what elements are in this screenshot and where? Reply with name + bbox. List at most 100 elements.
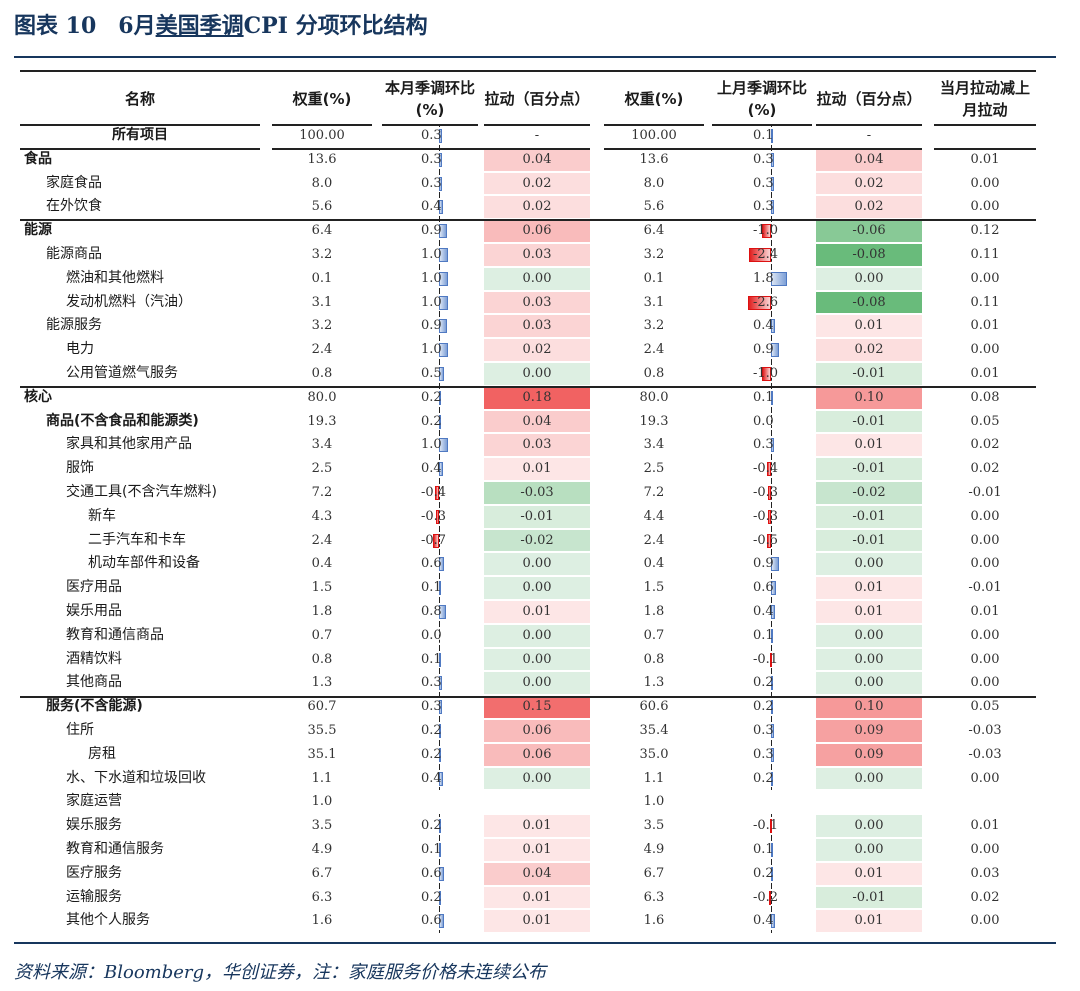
diff-value: 0.11 — [970, 247, 1000, 262]
row-name: 机动车部件和设备 — [88, 555, 200, 572]
prev-weight-value: 2.4 — [643, 532, 665, 548]
row-name: 交通工具(不含汽车燃料) — [66, 484, 217, 500]
row-name: 电力 — [66, 341, 94, 358]
diff-value: 0.11 — [970, 294, 1000, 310]
diff-value: 0.01 — [970, 318, 1000, 334]
cur-weight-value: 3.4 — [311, 437, 333, 453]
cur-pull-value: 0.01 — [522, 818, 552, 834]
cur-pull-fill — [484, 482, 590, 504]
cur-mom-value: 0.4 — [421, 461, 442, 477]
prev-pull-value: -0.01 — [852, 366, 886, 381]
prev-mom-value: 0.0 — [753, 413, 774, 429]
cur-weight-value: 0.8 — [311, 651, 333, 667]
prev-weight-value: 8.0 — [643, 175, 665, 191]
table-row: 服务(不含能源) 60.7 0.3 0.15 60.6 0.2 0.10 0.05 — [0, 695, 1080, 719]
cur-mom-value: 1.0 — [421, 270, 442, 286]
prev-mom-bar — [766, 533, 771, 548]
diff-value: 0.01 — [970, 151, 1000, 167]
prev-pull-value: 0.10 — [854, 699, 884, 715]
diff-value: 0.00 — [970, 651, 1000, 667]
prev-mom-value: -1.0 — [753, 223, 779, 239]
row-name: 娱乐服务 — [66, 817, 122, 834]
cur-pull-fill — [484, 458, 590, 480]
prev-pull-fill — [816, 696, 922, 718]
prev-pull-fill — [816, 815, 922, 837]
prev-weight-value: 0.7 — [643, 627, 665, 643]
cur-weight-value: 6.7 — [311, 865, 333, 881]
prev-weight-value: 1.3 — [643, 675, 665, 691]
cur-pull-fill — [484, 910, 590, 933]
prev-mom-bar — [770, 652, 773, 667]
cur-weight-value: 1.6 — [311, 913, 333, 929]
prev-pull-value: 0.00 — [854, 270, 884, 286]
prev-pull-value: 0.01 — [854, 437, 884, 453]
diff-value: 0.00 — [970, 342, 1000, 358]
row-name: 医疗服务 — [66, 864, 122, 881]
prev-mom-value: -0.4 — [753, 461, 779, 477]
cur-mom-value: 0.8 — [421, 604, 442, 619]
cur-mom-value: -0.3 — [421, 508, 447, 524]
figure-title: 图表 10 6月美国季调CPI 分项环比结构 — [14, 8, 428, 40]
table-row: 在外饮食 5.6 0.4 0.02 5.6 0.3 0.02 0.00 — [0, 195, 1080, 220]
table-row: 能源服务 3.2 0.9 0.03 3.2 0.4 0.01 0.01 — [0, 314, 1080, 339]
table-rule — [712, 124, 812, 126]
cur-mom-bar — [439, 652, 441, 667]
prev-mom-bar — [762, 367, 771, 381]
prev-pull-fill — [816, 434, 922, 457]
prev-weight-value: 2.4 — [643, 342, 665, 358]
cur-mom-bar — [439, 462, 443, 477]
prev-pull-value: 0.02 — [854, 199, 884, 215]
row-name: 服饰 — [66, 460, 94, 477]
cur-mom-bar — [439, 843, 441, 857]
cur-mom-bar — [439, 129, 442, 143]
cur_mom-axis — [439, 481, 440, 505]
cur-pull-fill — [484, 291, 590, 314]
diff-value: 0.00 — [970, 627, 1000, 643]
diff-value: 0.01 — [970, 366, 1000, 381]
prev-pull-value: -0.06 — [852, 223, 886, 239]
table-rule — [382, 124, 478, 126]
cur-pull-value — [484, 790, 590, 814]
prev-pull-value: 0.02 — [854, 342, 884, 358]
table-row: 能源商品 3.2 1.0 0.03 3.2 -2.4 -0.08 0.11 — [0, 243, 1080, 267]
cur-mom-bar — [439, 414, 441, 429]
prev-mom-value: 0.6 — [753, 580, 774, 596]
cur-pull-fill — [484, 862, 590, 885]
prev-pull-fill — [816, 624, 922, 647]
title-prefix: 图表 10 6月 — [14, 13, 156, 39]
prev-weight-value: 0.1 — [643, 270, 665, 286]
prev-pull-value: -0.01 — [852, 532, 886, 548]
row-name: 家具和其他家用产品 — [66, 436, 192, 453]
table-rule — [20, 148, 260, 150]
diff-value: 0.00 — [970, 675, 1000, 691]
prev-pull-fill — [816, 529, 922, 552]
prev-pull-value: 0.01 — [854, 604, 884, 619]
diff-value: 0.00 — [970, 508, 1000, 524]
prev-weight-value: 7.2 — [643, 485, 665, 500]
prev-pull-value: 0.09 — [854, 723, 884, 738]
table-row: 医疗用品 1.5 0.1 0.00 1.5 0.6 0.01 -0.01 — [0, 576, 1080, 600]
prev-mom-value: 0.2 — [753, 699, 774, 715]
cur-pull-value: 0.02 — [522, 342, 552, 358]
diff-value: 0.00 — [970, 842, 1000, 857]
prev-pull-fill — [816, 458, 922, 480]
cur-mom-value: -0.4 — [421, 485, 447, 500]
cur-mom-bar — [439, 866, 445, 881]
table-row: 新车 4.3 -0.3 -0.01 4.4 -0.3 -0.01 0.00 — [0, 504, 1080, 529]
cur-mom-bar — [439, 367, 444, 381]
cur-weight-value: 1.8 — [311, 604, 333, 619]
cur-mom-value: 0.6 — [421, 865, 442, 881]
row-name: 酒精饮料 — [66, 650, 122, 667]
cur-weight-value: 4.9 — [311, 842, 333, 857]
cur-pull-fill — [484, 363, 590, 385]
cur-pull-fill — [484, 601, 590, 623]
cur-mom-value: -0.7 — [421, 532, 447, 548]
row-name: 二手汽车和卡车 — [88, 531, 186, 548]
table-row: 住所 35.5 0.2 0.06 35.4 0.3 0.09 -0.03 — [0, 719, 1080, 743]
cur-pull-value: 0.02 — [522, 175, 552, 191]
prev-weight-value: 4.9 — [643, 842, 665, 857]
title-link[interactable]: 美国季调 — [155, 13, 244, 39]
prev-mom-value: -0.3 — [753, 485, 779, 500]
table-row: 电力 2.4 1.0 0.02 2.4 0.9 0.02 0.00 — [0, 338, 1080, 362]
prev-pull-fill — [816, 862, 922, 885]
